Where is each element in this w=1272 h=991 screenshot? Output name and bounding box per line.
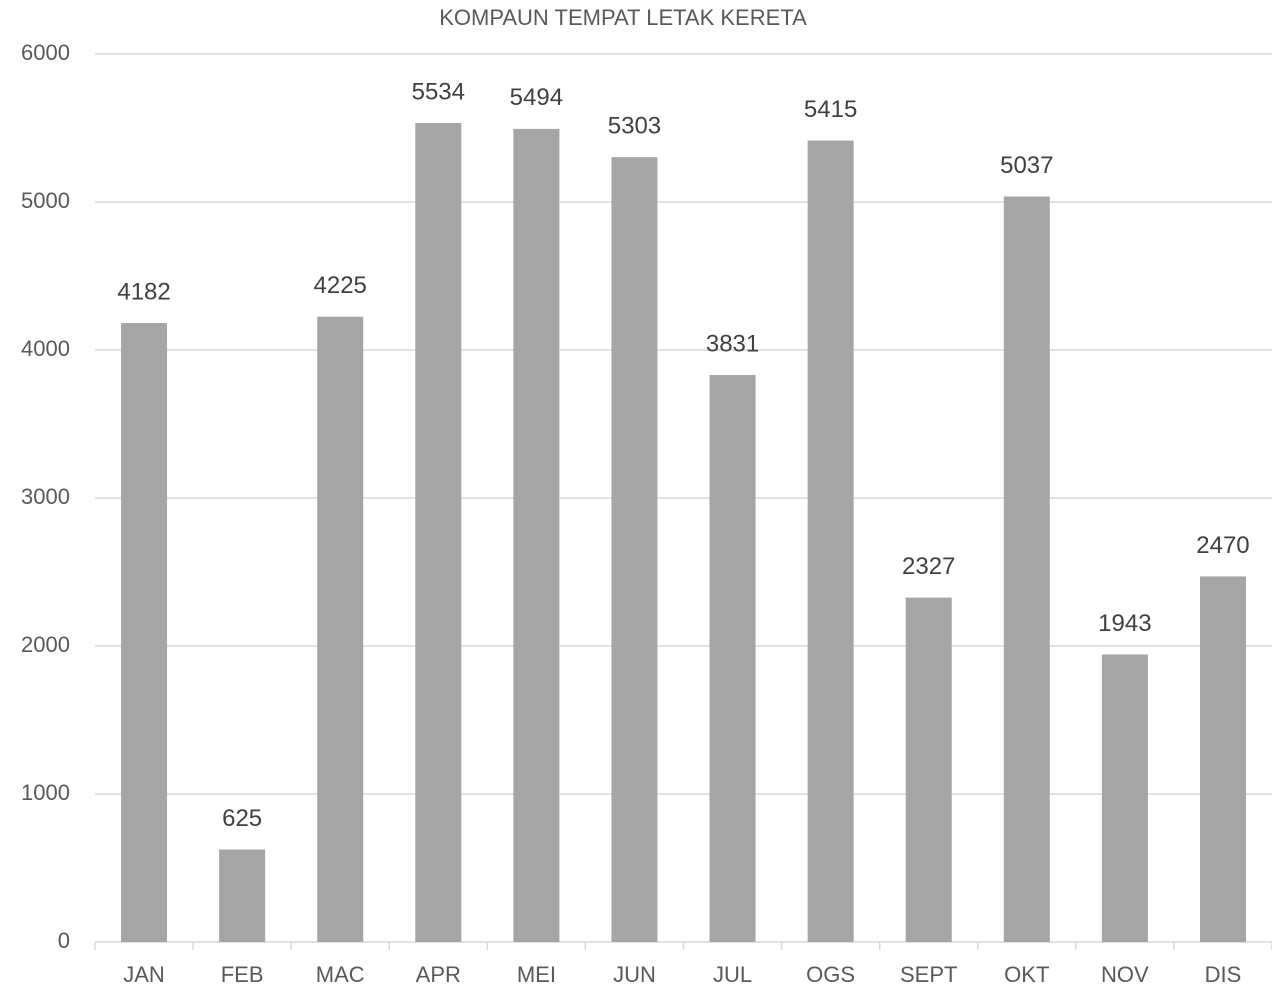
- data-label: 2327: [902, 553, 955, 580]
- data-label: 4225: [314, 272, 367, 299]
- chart-title: KOMPAUN TEMPAT LETAK KERETA: [439, 5, 807, 30]
- bar: [317, 316, 364, 942]
- x-tick-label: NOV: [1101, 962, 1149, 987]
- y-tick-label: 0: [58, 928, 70, 953]
- data-label: 4182: [117, 278, 170, 305]
- x-tick-label: JAN: [123, 962, 165, 987]
- data-label: 5494: [510, 84, 563, 111]
- y-tick-label: 5000: [21, 188, 70, 213]
- x-tick-label: SEPT: [900, 962, 957, 987]
- x-tick-label: JUL: [713, 962, 752, 987]
- data-label: 1943: [1098, 610, 1151, 637]
- data-label: 3831: [706, 330, 759, 357]
- data-label: 2470: [1196, 532, 1249, 559]
- y-tick-label: 1000: [21, 780, 70, 805]
- x-tick-label: FEB: [221, 962, 264, 987]
- y-tick-label: 2000: [21, 632, 70, 657]
- x-tick-label: OKT: [1004, 962, 1049, 987]
- bar: [1199, 576, 1246, 942]
- x-tick-label: MAC: [316, 962, 365, 987]
- bar: [1101, 654, 1148, 942]
- data-label: 5303: [608, 112, 661, 139]
- bar: [121, 323, 168, 943]
- x-tick-label: OGS: [806, 962, 855, 987]
- data-label: 5534: [412, 78, 465, 105]
- bar: [611, 157, 658, 942]
- x-tick-label: APR: [416, 962, 461, 987]
- bar: [415, 122, 462, 942]
- bar: [807, 140, 854, 942]
- y-tick-label: 3000: [21, 484, 70, 509]
- bar: [1003, 196, 1050, 943]
- y-tick-label: 4000: [21, 336, 70, 361]
- x-tick-label: MEI: [517, 962, 556, 987]
- x-tick-label: DIS: [1205, 962, 1242, 987]
- data-label: 5037: [1000, 152, 1053, 179]
- bar: [905, 597, 952, 942]
- bar: [513, 128, 560, 942]
- data-label: 625: [222, 805, 262, 832]
- y-tick-label: 6000: [21, 40, 70, 65]
- x-tick-label: JUN: [613, 962, 656, 987]
- bar: [219, 849, 266, 942]
- data-label: 5415: [804, 96, 857, 123]
- bar: [709, 375, 756, 943]
